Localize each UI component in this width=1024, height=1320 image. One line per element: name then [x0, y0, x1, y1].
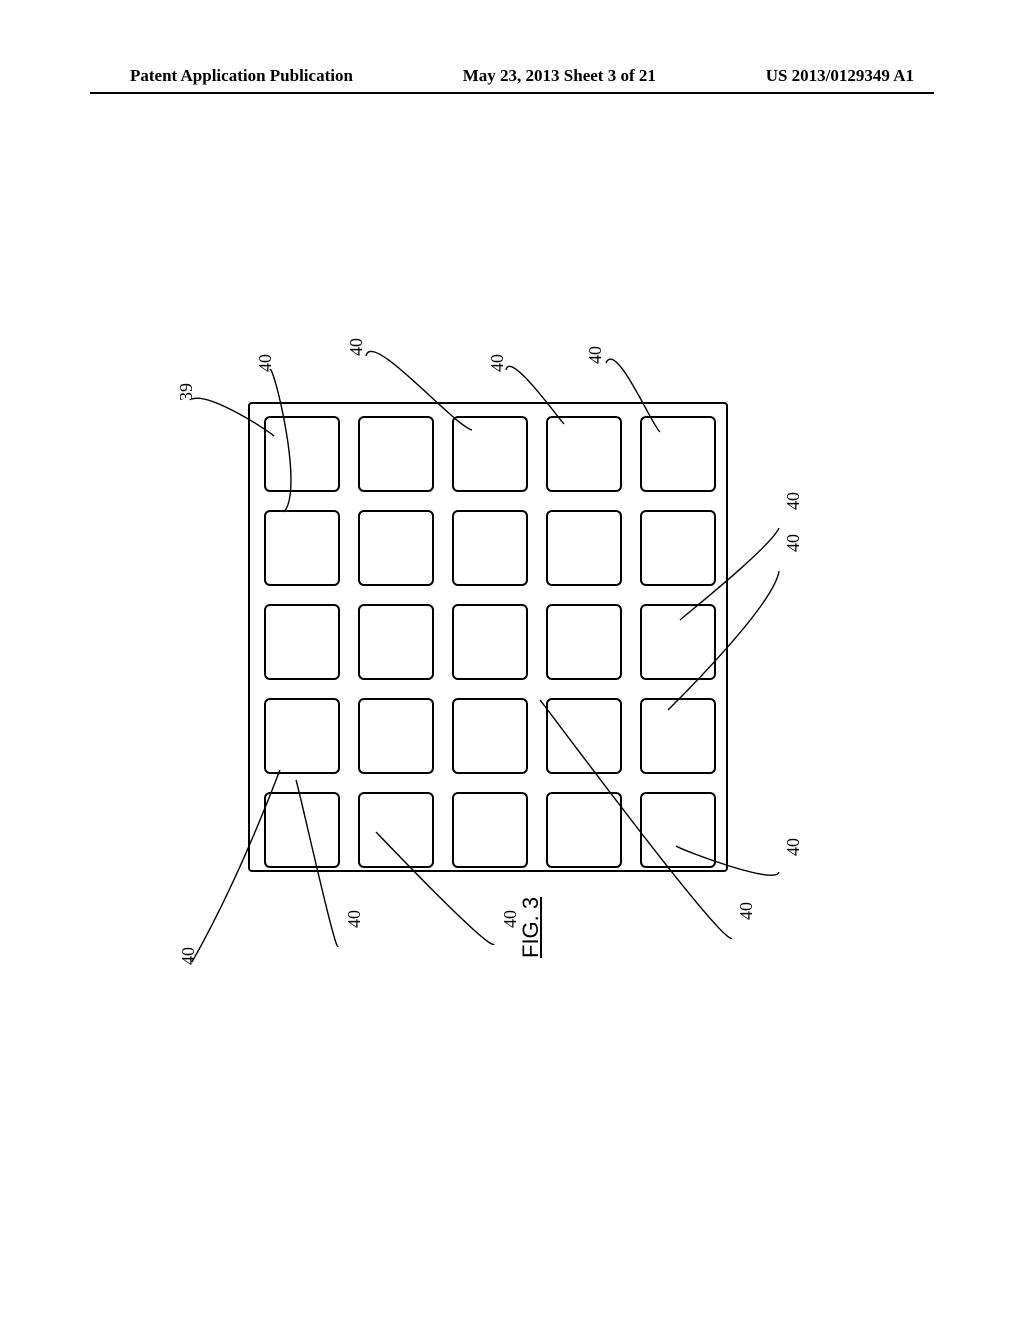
reference-label: 40 [346, 338, 367, 356]
figure-caption-number: 3 [518, 897, 543, 915]
grid-cell [452, 792, 528, 868]
grid-cell [264, 604, 340, 680]
reference-label: 40 [783, 492, 804, 510]
reference-label: 40 [783, 534, 804, 552]
grid-cell [358, 604, 434, 680]
reference-label: 40 [736, 902, 757, 920]
grid-cell [640, 792, 716, 868]
figure-caption-prefix: FIG. [518, 915, 543, 958]
reference-label: 40 [255, 354, 276, 372]
grid-cell [264, 416, 340, 492]
grid-cell [452, 416, 528, 492]
grid-cell [358, 510, 434, 586]
grid-cell [264, 792, 340, 868]
grid-cell [358, 792, 434, 868]
grid-cell [640, 698, 716, 774]
grid-cell [640, 416, 716, 492]
grid-cell [452, 604, 528, 680]
grid-cell [452, 510, 528, 586]
reference-label: 40 [178, 947, 199, 965]
grid-cell [358, 698, 434, 774]
grid-cell [546, 792, 622, 868]
figure-caption: FIG. 3 [518, 897, 544, 958]
grid-cell [546, 416, 622, 492]
grid-cell [640, 510, 716, 586]
grid-cell [640, 604, 716, 680]
grid-cell [264, 698, 340, 774]
figure-area: 394040404040404040404040 FIG. 3 [0, 0, 1024, 1320]
grid-cell [358, 416, 434, 492]
reference-label: 40 [585, 346, 606, 364]
grid-cell [546, 698, 622, 774]
reference-label: 40 [344, 910, 365, 928]
reference-label: 40 [783, 838, 804, 856]
reference-label: 39 [176, 383, 197, 401]
grid-cell [546, 510, 622, 586]
reference-label: 40 [487, 354, 508, 372]
grid-cell [264, 510, 340, 586]
grid-cell [452, 698, 528, 774]
grid-cell [546, 604, 622, 680]
